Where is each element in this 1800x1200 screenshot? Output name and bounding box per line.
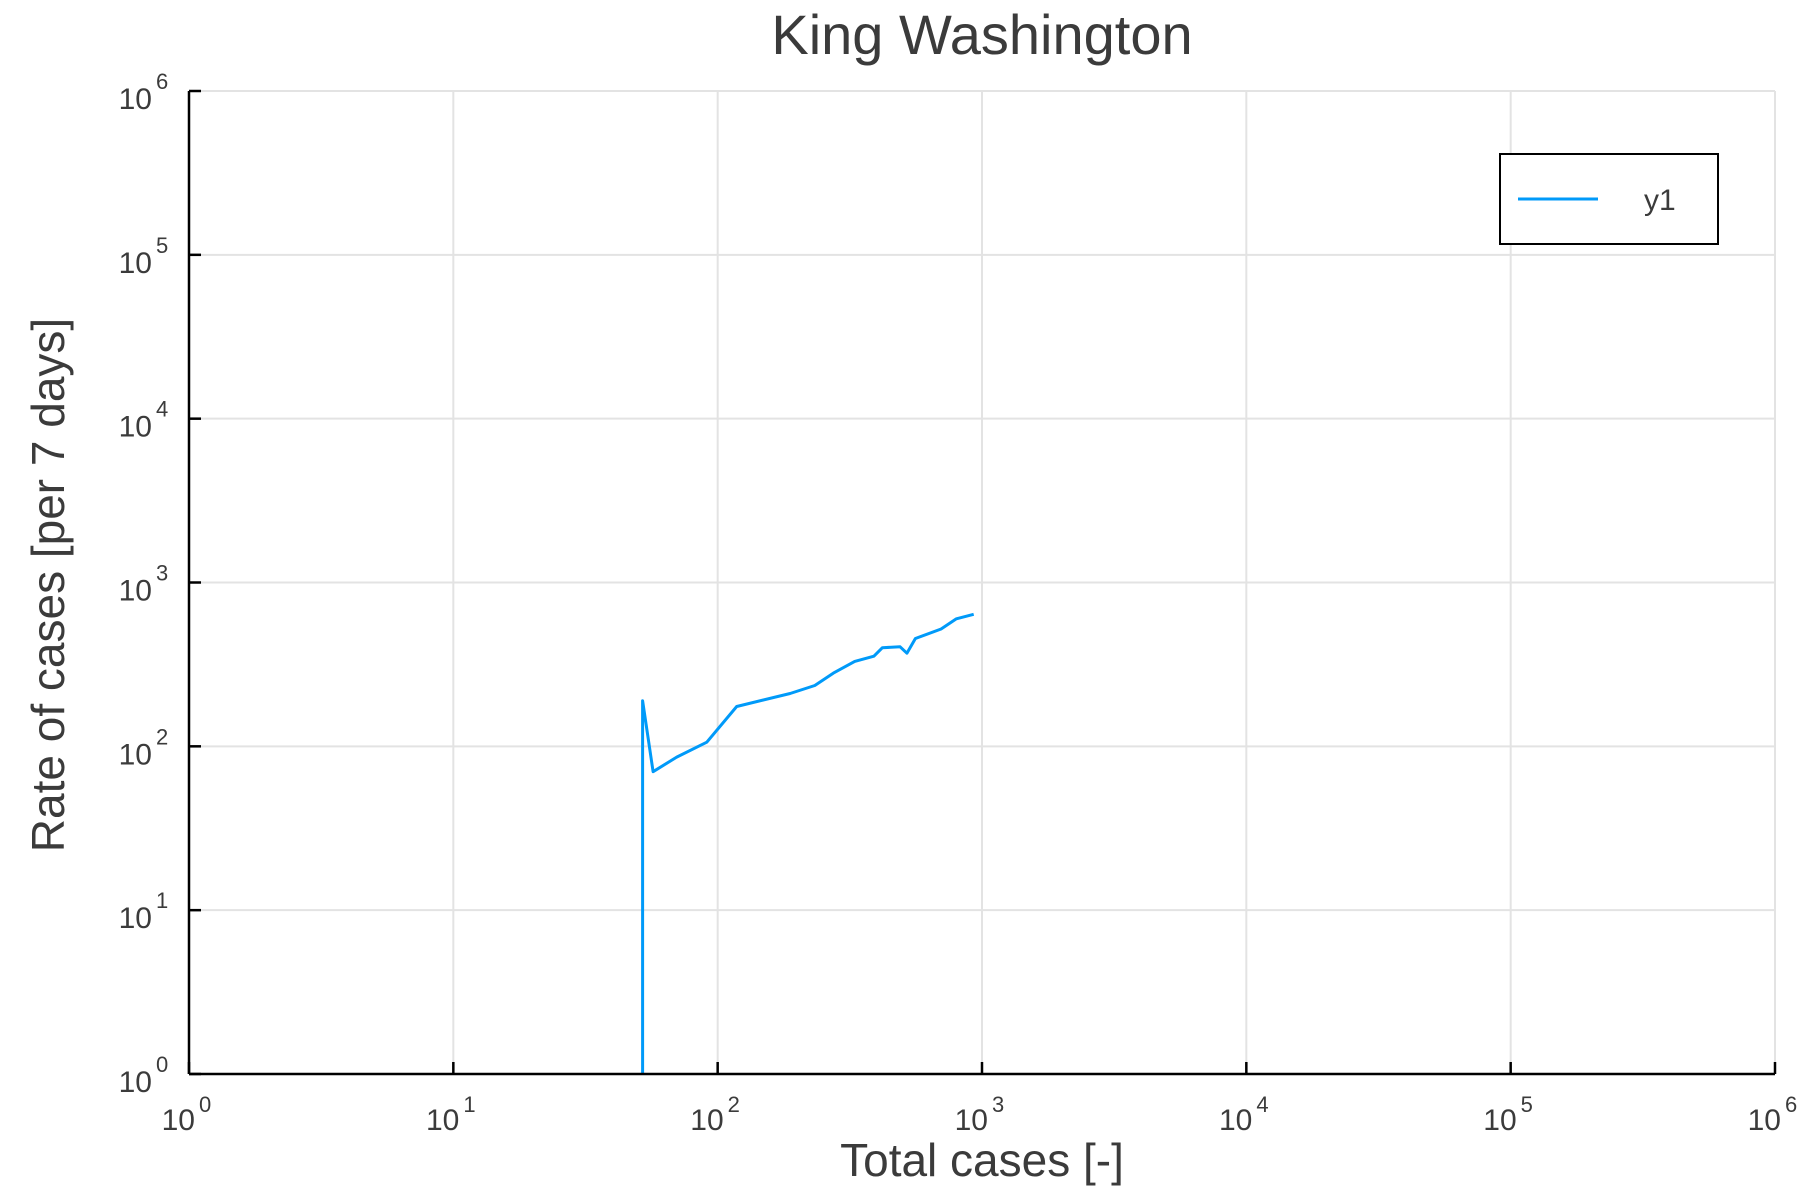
x-tick-exponent: 6	[1785, 1092, 1797, 1117]
chart-title: King Washington	[771, 3, 1192, 66]
y-tick-exponent: 0	[156, 1052, 168, 1077]
y-tick-label: 10	[119, 83, 152, 116]
y-tick-label: 10	[119, 247, 152, 280]
x-tick-label: 10	[426, 1104, 459, 1137]
legend-label-y1: y1	[1644, 184, 1676, 217]
x-tick-label: 10	[955, 1104, 988, 1137]
x-tick-label: 10	[1219, 1104, 1252, 1137]
grid	[188, 90, 1776, 1075]
legend: y1	[1499, 153, 1719, 245]
y-tick-label: 10	[119, 902, 152, 935]
y-tick-label: 10	[119, 575, 152, 608]
series-line-y1	[641, 612, 975, 1074]
y-axis-label: Rate of cases [per 7 days]	[22, 318, 74, 852]
x-tick-exponent: 4	[1256, 1092, 1268, 1117]
x-tick-exponent: 2	[728, 1092, 740, 1117]
y-tick-label: 10	[119, 1066, 152, 1099]
x-tick-label: 10	[1483, 1104, 1516, 1137]
x-tick-label: 10	[1748, 1104, 1781, 1137]
y-tick-exponent: 3	[156, 561, 168, 586]
y-tick-label: 10	[119, 411, 152, 444]
series-layer	[641, 612, 975, 1075]
x-tick-exponent: 1	[463, 1092, 475, 1117]
y-tick-exponent: 5	[156, 233, 168, 258]
y-tick-exponent: 6	[156, 69, 168, 94]
ticks: 10 0 10 1 10 2 10 3 10 4 10 5 10 6100101102103…	[119, 69, 1798, 1137]
x-tick-label: 10	[162, 1104, 195, 1137]
x-tick-exponent: 0	[199, 1092, 211, 1117]
y-tick-exponent: 1	[156, 888, 168, 913]
x-tick-exponent: 3	[992, 1092, 1004, 1117]
x-tick-label: 10	[690, 1104, 723, 1137]
y-tick-exponent: 2	[156, 724, 168, 749]
x-tick-exponent: 5	[1521, 1092, 1533, 1117]
y-tick-exponent: 4	[156, 397, 168, 422]
y-tick-label: 10	[119, 738, 152, 771]
x-axis-label: Total cases [-]	[840, 1134, 1124, 1186]
